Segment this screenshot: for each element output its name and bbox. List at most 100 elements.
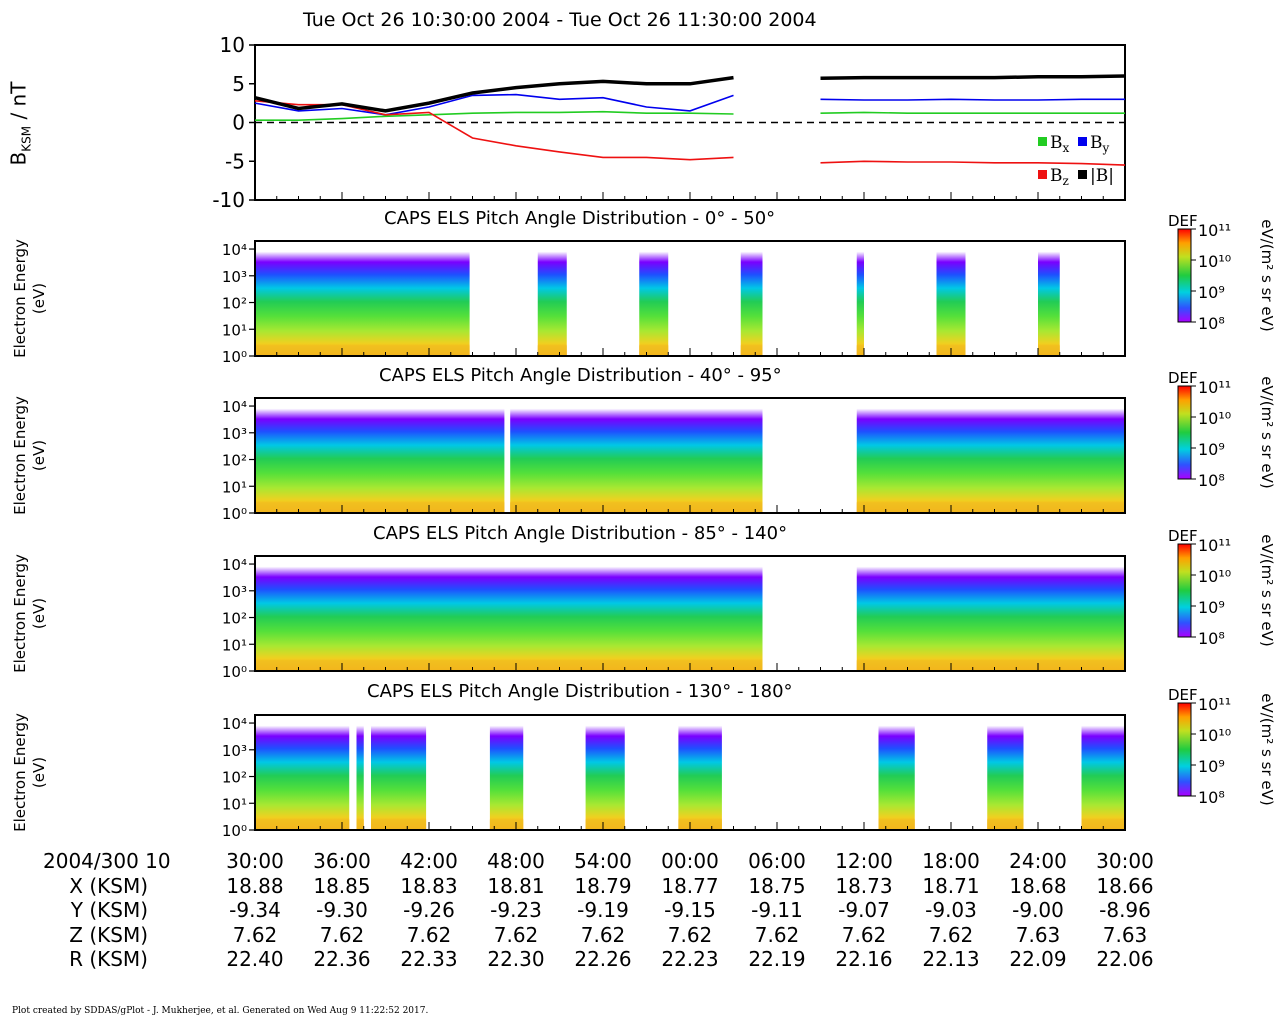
ephemeris-value: 22.13 [922, 947, 979, 971]
colorbar-units-group: eV/(m² s sr eV) [1258, 376, 1276, 488]
colorbar-label: DEF [1168, 527, 1198, 545]
spectrogram-block [1038, 251, 1060, 356]
spectrogram-block [936, 251, 966, 356]
energy-tick-label: 10³ [222, 268, 247, 286]
colorbar-tick-label: 10⁹ [1198, 598, 1225, 617]
mag-ylabel-sub: KSM [19, 125, 34, 152]
colorbar-units-group: eV/(m² s sr eV) [1258, 693, 1276, 805]
ephemeris-value: -9.19 [577, 898, 629, 922]
spectrogram-lowband [856, 345, 864, 356]
time-axis-label: 2004/300 10 [43, 849, 171, 873]
colorbar-tick-label: 10⁸ [1198, 471, 1225, 490]
colorbar-units-group: eV/(m² s sr eV) [1258, 219, 1276, 331]
ephemeris-value: 18.81 [487, 874, 544, 898]
ephemeris-value: 7.62 [668, 923, 713, 947]
spectrogram-block [255, 408, 505, 513]
mag-ylabel-unit: / nT [6, 81, 31, 126]
ephemeris-value: 7.62 [842, 923, 887, 947]
energy-tick-label: 10⁴ [222, 715, 247, 733]
energy-ylabel-group: Electron Energy (eV) [11, 396, 48, 515]
colorbar-units: eV/(m² s sr eV) [1258, 534, 1276, 646]
colorbar-label: DEF [1168, 212, 1198, 230]
series-bmag-line [820, 74, 1126, 81]
energy-tick-label: 10¹ [222, 478, 247, 496]
spectrogram-lowband [489, 819, 524, 830]
time-tick-label: 12:00 [835, 849, 893, 873]
spectrogram-block [856, 566, 1125, 671]
spectrogram-block [255, 566, 763, 671]
ephemeris-value: 22.40 [226, 947, 283, 971]
energy-tick-label: 10³ [222, 742, 247, 760]
series-by-line [254, 93, 734, 116]
spectrogram-lowband [585, 819, 625, 830]
colorbar-tick-label: 10¹⁰ [1198, 252, 1231, 271]
legend-swatch-bmag [1078, 170, 1087, 179]
energy-tick-label: 10⁰ [222, 348, 247, 366]
time-tick-label: 00:00 [661, 849, 719, 873]
ephemeris-value: 7.62 [494, 923, 539, 947]
ephemeris-value: -9.15 [664, 898, 716, 922]
legend-label-bx: Bx [1050, 133, 1070, 155]
ephemeris-value: 22.26 [574, 947, 631, 971]
colorbar-tick-label: 10¹¹ [1198, 695, 1231, 714]
panel4-title: CAPS ELS Pitch Angle Distribution - 130°… [367, 681, 793, 702]
colorbar-tick-label: 10¹¹ [1198, 378, 1231, 397]
ephemeris-value: 22.19 [748, 947, 805, 971]
series-bmag-line [254, 75, 734, 113]
ephemeris-row-label: Z (KSM) [69, 923, 148, 947]
energy-tick-label: 10¹ [222, 321, 247, 339]
energy-tick-label: 10⁴ [222, 556, 247, 574]
ephemeris-value: 22.23 [661, 947, 718, 971]
energy-ylabel-line1: Electron Energy [11, 239, 29, 358]
legend-swatch-bx [1038, 137, 1047, 146]
ephemeris-value: 18.73 [835, 874, 892, 898]
colorbar-tick-label: 10⁹ [1198, 440, 1225, 459]
ephemeris-value: -9.23 [490, 898, 542, 922]
mag-ytick-label: 10 [220, 33, 245, 57]
spectrogram-lowband [856, 660, 1125, 671]
energy-ylabel-line2: (eV) [30, 283, 48, 314]
ephemeris-value: 7.62 [581, 923, 626, 947]
ephemeris-value: 18.79 [574, 874, 631, 898]
panel3-title: CAPS ELS Pitch Angle Distribution - 85° … [373, 523, 788, 544]
ephemeris-row-label: X (KSM) [69, 874, 148, 898]
panel2-title: CAPS ELS Pitch Angle Distribution - 40° … [379, 365, 782, 386]
energy-tick-label: 10⁰ [222, 663, 247, 681]
ephemeris-value: 7.62 [755, 923, 800, 947]
series-bx-line [820, 111, 1125, 114]
spectrogram-block [255, 251, 470, 356]
spectrogram-lowband [255, 502, 505, 513]
ephemeris-value: -9.34 [229, 898, 281, 922]
energy-ylabel-line2: (eV) [30, 598, 48, 629]
ephemeris-value: -9.30 [316, 898, 368, 922]
series-by-line [820, 98, 1125, 101]
mag-ytick-label: -10 [212, 188, 245, 212]
spectrogram-block [356, 725, 364, 830]
energy-ylabel-line2: (eV) [30, 757, 48, 788]
energy-tick-label: 10³ [222, 583, 247, 601]
ephemeris-value: -9.26 [403, 898, 455, 922]
colorbar [1177, 385, 1192, 480]
energy-ylabel-group: Electron Energy (eV) [11, 239, 48, 358]
legend-label-by: By [1090, 133, 1110, 155]
legend-label-bz: Bz [1050, 166, 1069, 188]
ephemeris-value: 18.83 [400, 874, 457, 898]
series-bz-line [820, 160, 1126, 166]
ephemeris-value: 7.62 [233, 923, 278, 947]
energy-ylabel-line1: Electron Energy [11, 554, 29, 673]
colorbar-units: eV/(m² s sr eV) [1258, 376, 1276, 488]
ephemeris-value: 22.16 [835, 947, 892, 971]
legend-label-bmag: |B| [1090, 166, 1114, 186]
spectrogram-block [537, 251, 567, 356]
spectrogram-lowband [639, 345, 669, 356]
energy-tick-label: 10² [222, 769, 247, 787]
spectrogram-lowband [856, 502, 1125, 513]
ephemeris-value: -9.11 [751, 898, 803, 922]
time-tick-label: 48:00 [487, 849, 545, 873]
ephemeris-value: -8.96 [1099, 898, 1151, 922]
ephemeris-value: 7.62 [320, 923, 365, 947]
spectrogram-block [371, 725, 427, 830]
colorbar-label: DEF [1168, 369, 1198, 387]
ephemeris-value: 18.85 [313, 874, 370, 898]
